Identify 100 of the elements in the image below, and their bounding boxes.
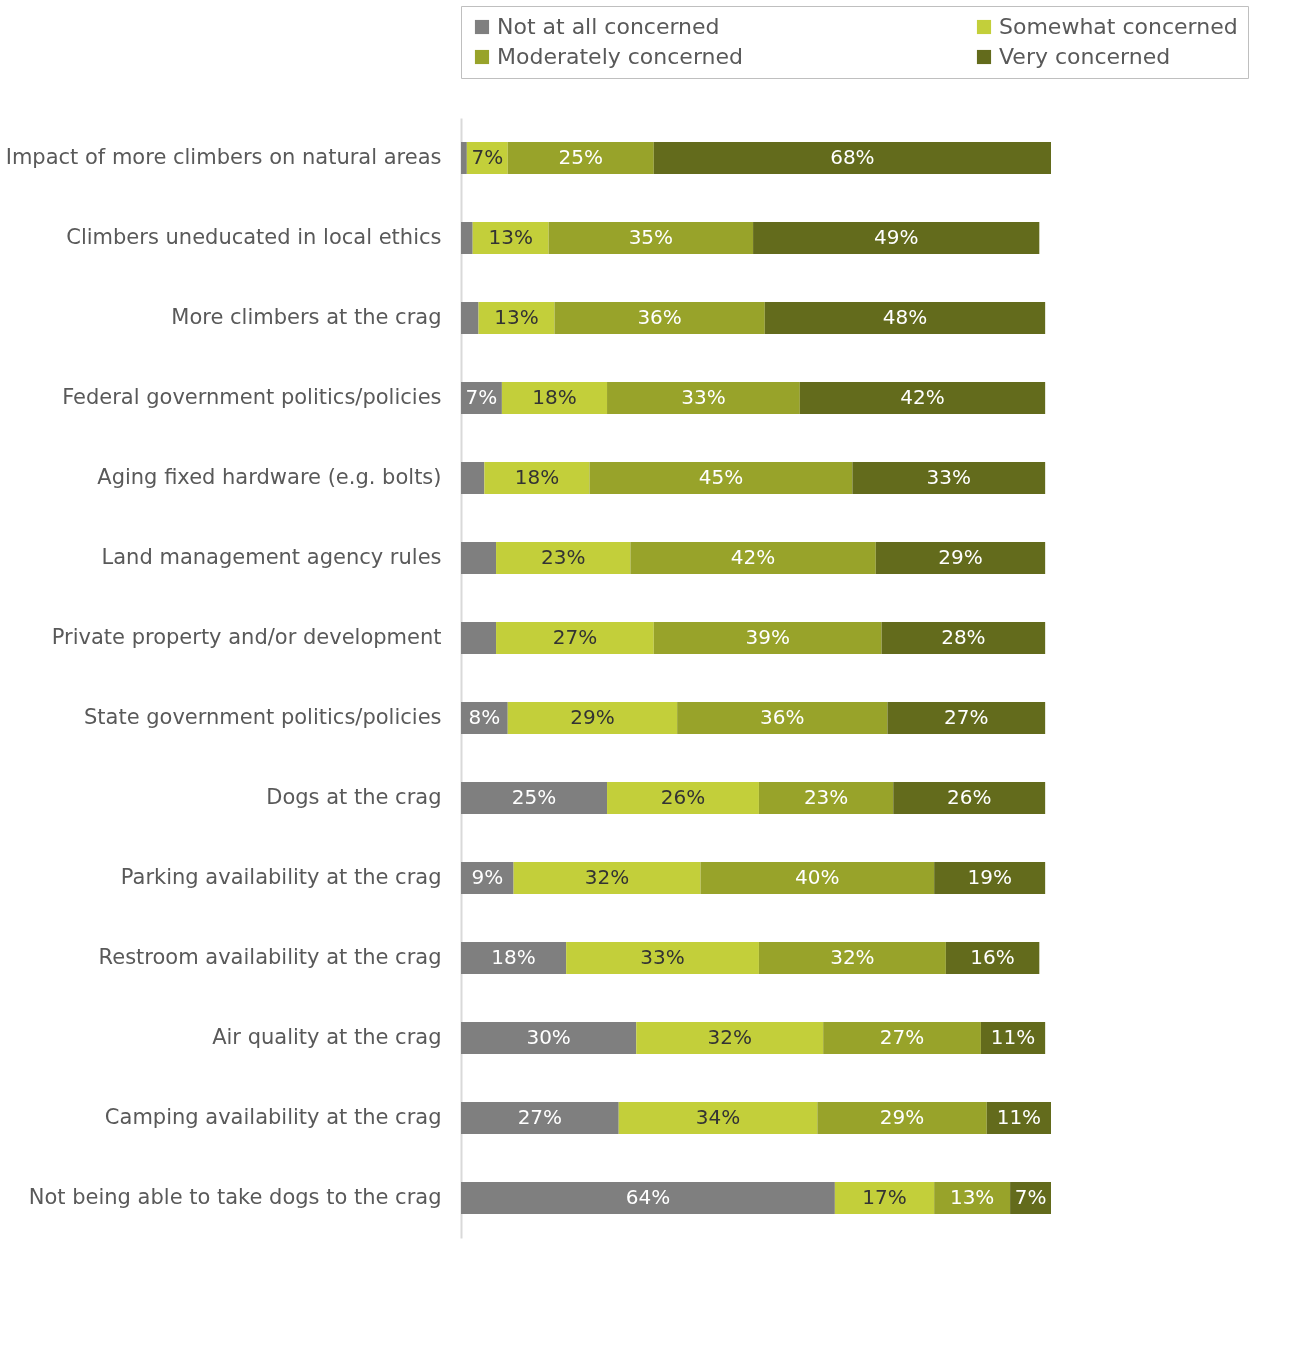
bar [834,1182,935,1214]
bar [945,942,1040,974]
bar [758,782,894,814]
y-tick-label: Impact of more climbers on natural areas [5,145,442,169]
data-label: 26% [660,785,706,809]
legend-label: Moderately concerned [497,44,743,69]
bar [817,1102,987,1134]
bar [461,1102,619,1134]
bar [758,942,946,974]
bar [461,222,473,254]
data-label: 11% [990,1025,1036,1049]
data-label: 9% [471,865,504,889]
y-tick-label: Aging fixed hardware (e.g. bolts) [97,465,442,489]
bar [764,302,1046,334]
data-label: 29% [570,705,615,729]
data-label: 40% [795,865,840,889]
data-label: 48% [882,305,928,329]
legend-label: Somewhat concerned [999,14,1238,39]
data-label: 32% [707,1025,752,1049]
data-label: 25% [511,785,557,809]
data-label: 26% [946,785,992,809]
data-label: 29% [938,545,983,569]
bar [893,782,1046,814]
data-label: 33% [681,385,726,409]
data-label: 34% [695,1105,741,1129]
data-label: 11% [996,1105,1042,1129]
data-label: 68% [830,145,875,169]
data-label: 18% [514,465,560,489]
data-label: 35% [628,225,674,249]
y-tick-label: State government politics/policies [83,705,442,729]
y-tick-label: More climbers at the crag [171,305,442,329]
data-label: 18% [532,385,577,409]
data-label: 23% [803,785,849,809]
bar [461,462,485,494]
bar [566,942,759,974]
data-label: 19% [967,865,1012,889]
data-label: 42% [900,385,945,409]
bar [548,222,754,254]
bar [461,1022,637,1054]
bar [507,142,654,174]
data-label: 27% [879,1025,925,1049]
data-label: 27% [944,705,989,729]
data-label: 16% [970,945,1015,969]
y-tick-label: Private property and/or development [51,625,442,649]
bar [677,702,888,734]
data-label: 13% [949,1185,995,1209]
bar [934,862,1046,894]
data-label: 27% [517,1105,563,1129]
y-tick-label: Not being able to take dogs to the crag [28,1185,442,1209]
data-label: 7% [465,385,498,409]
bar [875,542,1046,574]
bar [501,382,608,414]
data-label: 30% [526,1025,571,1049]
bar [461,1182,835,1214]
data-label: 8% [468,705,501,729]
data-label: 45% [698,465,744,489]
y-tick-label: Dogs at the crag [266,785,442,809]
data-label: 36% [637,305,682,329]
data-label: 64% [625,1185,671,1209]
legend-label: Very concerned [999,44,1171,69]
data-label: 29% [879,1105,925,1129]
y-tick-label: Federal government politics/policies [62,385,442,409]
data-label: 7% [1014,1185,1047,1209]
bar [461,142,467,174]
data-label: 42% [730,545,776,569]
bar [753,222,1040,254]
bar [823,1022,981,1054]
data-label: 18% [491,945,536,969]
y-tick-label: Land management agency rules [101,545,442,569]
y-tick-label: Climbers uneducated in local ethics [66,225,442,249]
bar [589,462,853,494]
data-label: 23% [541,545,586,569]
data-label: 7% [471,145,504,169]
data-label: 13% [488,225,533,249]
bar [461,542,497,574]
bar [799,382,1046,414]
data-label: 49% [873,225,919,249]
bar [881,622,1046,654]
bar [653,142,1051,174]
bar [887,702,1046,734]
bar [507,702,678,734]
data-label: 13% [494,305,539,329]
data-label: 28% [941,625,986,649]
bar [630,542,876,574]
y-tick-label: Camping availability at the crag [104,1105,442,1129]
bar [461,782,608,814]
data-label: 36% [760,705,805,729]
bar [607,782,759,814]
bar [653,622,882,654]
bar [636,1022,824,1054]
data-label: 39% [745,625,790,649]
bar [852,462,1046,494]
bar [618,1102,818,1134]
y-tick-label: Air quality at the crag [212,1025,442,1049]
bar [700,862,935,894]
bar [461,942,567,974]
bar [513,862,701,894]
y-tick-label: Parking availability at the crag [120,865,442,889]
legend-label: Not at all concerned [497,14,720,39]
bar [496,542,631,574]
